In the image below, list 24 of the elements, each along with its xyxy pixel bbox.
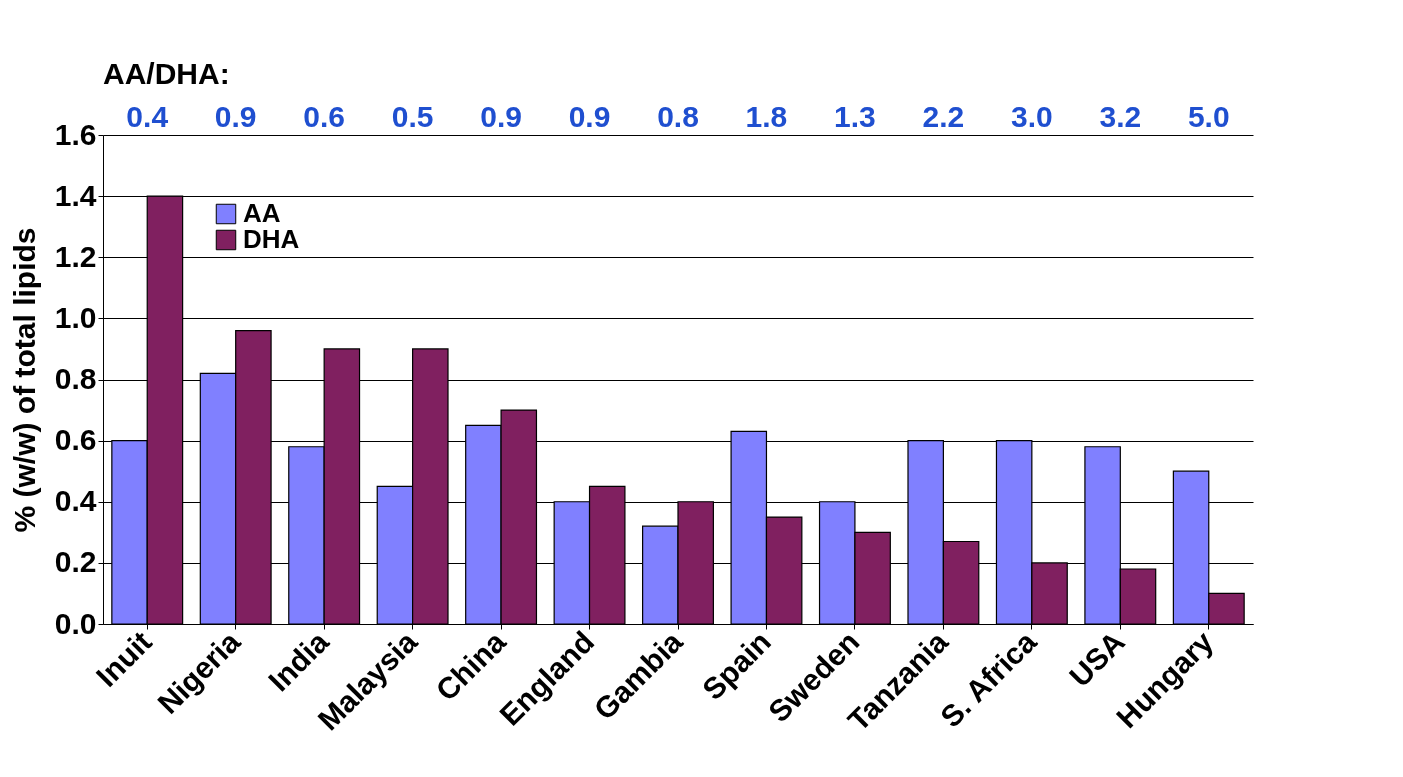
text: 1.3 (834, 100, 876, 133)
text: 0.9 (214, 100, 257, 133)
y-tick-label: 0.4 (54, 484, 97, 518)
y-tick-label: 1.0 (54, 300, 97, 334)
y-tick-label: 0.2 (54, 545, 97, 579)
y-tick-label: 1.6 (54, 117, 97, 151)
text: 0.9 (480, 100, 522, 133)
y-tick-label: 0.0 (54, 606, 97, 640)
y-axis-title: % (w/w) of total lipids (7, 227, 41, 533)
y-tick-label: 1.4 (54, 178, 97, 212)
text: 0.5 (391, 100, 434, 133)
text: 3.0 (1010, 100, 1053, 133)
text: 0.6 (303, 100, 346, 133)
text: 1.8 (745, 100, 788, 133)
text: AA/DHA: (103, 57, 230, 90)
text: 0.8 (657, 100, 699, 133)
text: 0.9 (568, 100, 611, 133)
text: 3.2 (1099, 100, 1142, 133)
text: 2.2 (922, 100, 965, 133)
y-tick-label: 0.8 (54, 362, 97, 395)
text: 0.4 (126, 100, 169, 133)
y-tick-label: 0.6 (54, 423, 97, 457)
text: 5.0 (1187, 100, 1230, 133)
y-tick-label: 1.2 (54, 239, 97, 273)
